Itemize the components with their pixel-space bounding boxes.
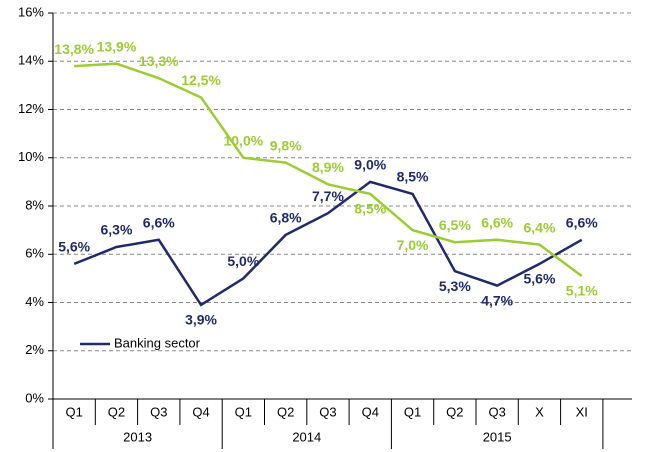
data-label: 7,7% <box>312 188 344 204</box>
x-tick-label: Q3 <box>150 404 167 419</box>
data-label: 13,3% <box>139 53 179 69</box>
y-tick-label: 6% <box>25 246 44 261</box>
data-label: 3,9% <box>185 312 217 328</box>
x-tick-label: Q3 <box>488 404 505 419</box>
data-label: 6,6% <box>143 214 175 230</box>
x-tick-label: Q2 <box>446 404 463 419</box>
data-label: 13,8% <box>54 41 94 57</box>
data-label: 6,6% <box>481 214 513 230</box>
x-tick-label: Q4 <box>362 404 379 419</box>
data-label: 4,7% <box>481 292 513 308</box>
data-label: 12,5% <box>181 72 221 88</box>
data-label: 6,3% <box>100 222 132 238</box>
data-label: 9,8% <box>270 137 302 153</box>
data-label: 5,0% <box>227 253 259 269</box>
x-tick-label: Q1 <box>235 404 252 419</box>
x-tick-label: Q1 <box>65 404 82 419</box>
series-line <box>74 62 583 277</box>
data-label: 7,0% <box>397 237 429 253</box>
data-label: 10,0% <box>223 132 263 148</box>
y-tick-label: 14% <box>18 53 44 68</box>
x-tick-label: X <box>535 404 544 419</box>
y-tick-label: 8% <box>25 197 44 212</box>
group-label: 2013 <box>123 429 152 444</box>
x-tick-label: Q2 <box>108 404 125 419</box>
x-tick-label: Q1 <box>404 404 421 419</box>
y-tick-label: 0% <box>25 390 44 405</box>
group-label: 2014 <box>292 429 321 444</box>
legend-label: Banking sector <box>114 335 201 350</box>
data-label: 8,9% <box>312 159 344 175</box>
data-label: 6,6% <box>566 214 598 230</box>
x-tick-label: XI <box>576 404 588 419</box>
x-tick-label: Q3 <box>319 404 336 419</box>
x-tick-label: Q4 <box>192 404 209 419</box>
y-tick-label: 16% <box>18 4 44 19</box>
data-label: 8,5% <box>354 201 386 217</box>
data-label: 6,5% <box>439 217 471 233</box>
y-tick-label: 4% <box>25 294 44 309</box>
data-label: 9,0% <box>354 157 386 173</box>
data-label: 5,3% <box>439 278 471 294</box>
data-label: 6,4% <box>523 219 555 235</box>
y-tick-label: 12% <box>18 101 44 116</box>
data-label: 5,6% <box>58 239 90 255</box>
series-line <box>73 180 583 307</box>
x-tick-label: Q2 <box>277 404 294 419</box>
group-label: 2015 <box>483 429 512 444</box>
y-tick-label: 2% <box>25 342 44 357</box>
data-label: 5,6% <box>523 271 555 287</box>
y-tick-label: 10% <box>18 149 44 164</box>
data-label: 13,9% <box>97 38 137 54</box>
data-label: 6,8% <box>270 210 302 226</box>
data-label: 8,5% <box>397 169 429 185</box>
data-label: 5,1% <box>566 283 598 299</box>
